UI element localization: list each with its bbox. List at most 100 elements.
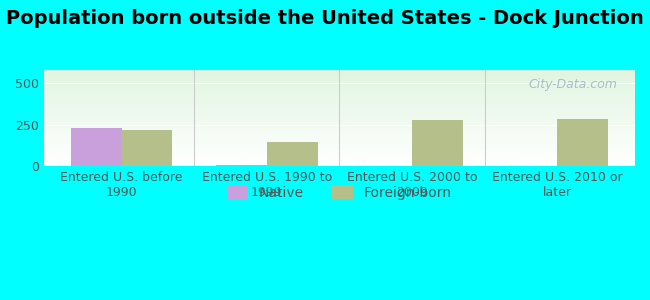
Bar [44,119,635,120]
Bar [44,82,635,83]
Bar [44,144,635,145]
Bar [44,78,635,79]
Bar [44,132,635,134]
Bar [44,153,635,154]
Bar [44,120,635,121]
Bar [44,141,635,142]
Bar [44,161,635,162]
Legend: Native, Foreign-born: Native, Foreign-born [222,179,458,205]
Bar [44,145,635,146]
Bar [44,121,635,122]
Bar [44,124,635,125]
Bar [44,142,635,143]
Bar [44,165,635,166]
Bar [44,114,635,115]
Bar [44,82,635,83]
Bar [44,80,635,81]
Bar [44,116,635,117]
Bar [44,127,635,128]
Bar [44,89,635,90]
Bar [44,157,635,158]
Bar [44,102,635,103]
Bar [44,149,635,150]
Bar [412,120,463,166]
Bar [44,106,635,107]
Bar [44,85,635,86]
Bar [44,136,635,137]
Bar [44,76,635,77]
Bar [44,148,635,149]
Bar [44,107,635,108]
Bar [44,84,635,86]
Bar [44,151,635,152]
Bar [44,72,635,73]
Text: City-Data.com: City-Data.com [528,78,618,91]
Bar [44,94,635,95]
Bar [44,135,635,136]
Bar [44,125,635,126]
Bar [44,88,635,89]
Bar [44,111,635,112]
Bar [44,100,635,101]
Bar [44,164,635,165]
Bar [44,139,635,140]
Bar [44,96,635,97]
Bar [44,128,635,129]
Bar [44,158,635,159]
Bar [44,86,635,87]
Bar [44,75,635,76]
Bar [44,129,635,130]
Bar [44,74,635,75]
Bar [44,110,635,111]
Bar [44,130,635,131]
Bar [44,150,635,151]
Bar [44,138,635,139]
Bar [44,108,635,110]
Bar [44,77,635,78]
Bar [44,126,635,127]
Bar [44,101,635,102]
Bar [44,87,635,88]
Bar [44,163,635,164]
Bar [44,118,635,119]
Bar [266,142,318,166]
Bar [44,123,635,124]
Bar [122,130,172,166]
Bar [44,99,635,100]
Bar [44,117,635,118]
Bar [44,91,635,92]
Bar [44,70,635,71]
Bar [44,105,635,106]
Bar [44,122,635,123]
Bar [44,81,635,82]
Bar [44,92,635,93]
Bar [44,131,635,132]
Bar [44,159,635,160]
Bar [557,119,608,166]
Bar [44,98,635,99]
Bar [44,162,635,163]
Bar [44,95,635,96]
Bar [44,97,635,98]
Bar [71,128,122,166]
Bar [44,112,635,113]
Bar [44,146,635,147]
Bar [44,103,635,105]
Bar [44,154,635,155]
Bar [44,83,635,84]
Bar [44,155,635,157]
Bar [44,115,635,116]
Bar [44,160,635,161]
Bar [44,134,635,135]
Bar [44,93,635,94]
Bar [44,143,635,144]
Bar [44,113,635,114]
Bar [44,152,635,153]
Text: Population born outside the United States - Dock Junction: Population born outside the United State… [6,9,644,28]
Bar [44,79,635,80]
Bar [44,137,635,138]
Bar [44,90,635,91]
Bar [44,73,635,74]
Bar [216,165,266,166]
Bar [44,71,635,72]
